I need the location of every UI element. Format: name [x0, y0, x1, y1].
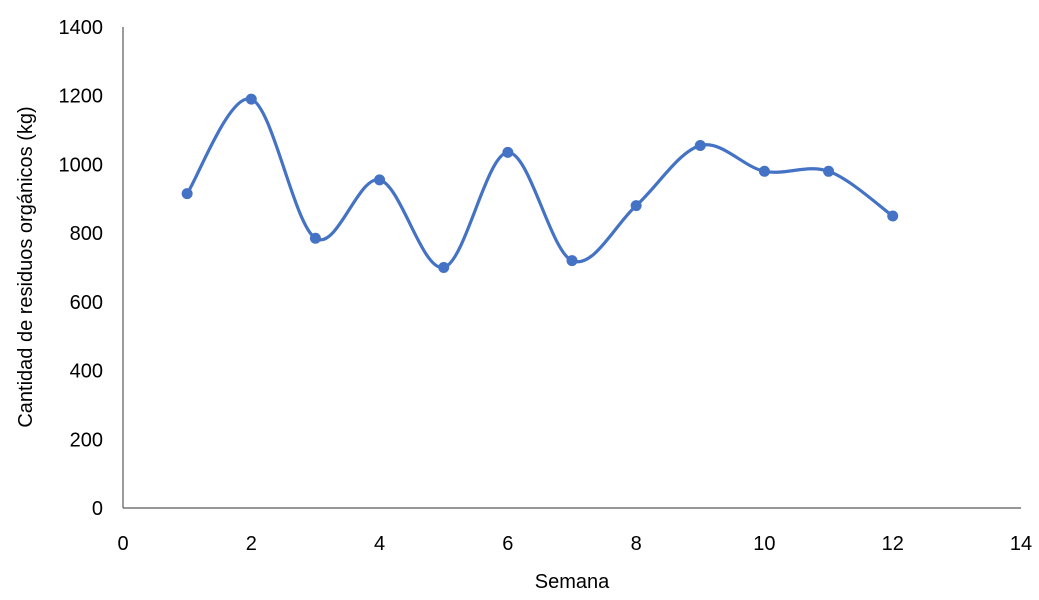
data-point	[630, 200, 642, 212]
series	[181, 93, 899, 273]
x-tick-label: 12	[882, 533, 904, 555]
data-point	[374, 174, 386, 186]
data-point	[502, 146, 514, 158]
x-tick-label: 4	[374, 533, 385, 555]
tick-labels: 0 2 4 6 8 10 12 14 0 200 400 600 800 1000 1200 1400	[59, 17, 1033, 555]
y-tick-label: 0	[92, 498, 103, 520]
data-point	[758, 165, 770, 177]
series-line	[185, 97, 895, 270]
x-tick-label: 14	[1010, 533, 1032, 555]
y-tick-label: 600	[70, 292, 103, 314]
data-point	[694, 140, 706, 152]
data-point	[823, 165, 835, 177]
x-tick-label: 8	[631, 533, 642, 555]
y-tick-label: 800	[70, 223, 103, 245]
x-tick-label: 0	[117, 533, 128, 555]
x-tick-label: 6	[502, 533, 513, 555]
data-point	[438, 262, 450, 273]
y-tick-label: 1400	[59, 17, 104, 39]
x-tick-label: 2	[246, 533, 257, 555]
data-point	[566, 255, 578, 267]
y-tick-label: 1000	[59, 154, 104, 176]
data-point	[309, 232, 321, 244]
data-point	[245, 93, 257, 105]
y-axis-title: Cantidad de residuos orgánicos (kg)	[15, 106, 37, 427]
data-point	[887, 210, 899, 222]
axes	[122, 27, 1021, 509]
x-tick-label: 10	[753, 533, 775, 555]
y-tick-label: 400	[70, 361, 103, 383]
y-tick-label: 200	[70, 429, 103, 451]
data-point	[181, 188, 193, 200]
y-tick-label: 1200	[59, 86, 104, 108]
x-axis-title: Semana	[535, 571, 610, 593]
